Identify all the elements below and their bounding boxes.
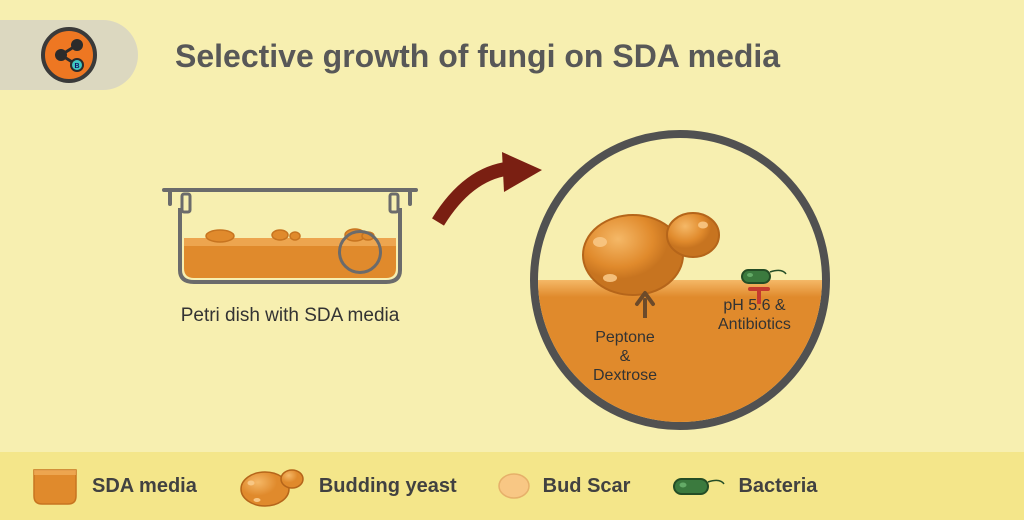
legend-bar: SDA media Budding yeast Bud Scar — [0, 452, 1024, 520]
header-tab: B — [0, 20, 138, 90]
zoom-source-circle — [338, 230, 382, 274]
zoom-detail-circle: Peptone & Dextrose pH 5.6 & Antibiotics — [530, 130, 830, 430]
legend-label: Budding yeast — [319, 475, 457, 498]
legend-label: SDA media — [92, 475, 197, 498]
zoom-arrow-icon — [430, 150, 550, 245]
legend-label: Bacteria — [738, 475, 817, 498]
petri-label: Petri dish with SDA media — [160, 305, 420, 327]
page-title: Selective growth of fungi on SDA media — [175, 38, 780, 75]
svg-text:B: B — [74, 63, 79, 70]
label-ph: pH 5.6 & Antibiotics — [718, 296, 791, 334]
legend-item-sda: SDA media — [30, 466, 197, 506]
sda-media-icon — [30, 466, 80, 506]
logo-badge: B — [41, 27, 97, 83]
infographic-canvas: B Selective growth of fungi on SDA media… — [0, 0, 1024, 520]
petri-dish — [160, 180, 420, 295]
legend-item-scar: Bud Scar — [497, 472, 631, 500]
legend-label: Bud Scar — [543, 475, 631, 498]
legend-item-yeast: Budding yeast — [237, 465, 457, 507]
share-icon: B — [49, 35, 89, 75]
bud-scar-icon — [497, 472, 531, 500]
growth-arrow-icon — [634, 290, 656, 324]
bacteria-icon — [670, 473, 726, 499]
legend-item-bacteria: Bacteria — [670, 473, 817, 499]
budding-yeast-icon — [237, 465, 307, 507]
label-peptone: Peptone & Dextrose — [593, 328, 657, 386]
